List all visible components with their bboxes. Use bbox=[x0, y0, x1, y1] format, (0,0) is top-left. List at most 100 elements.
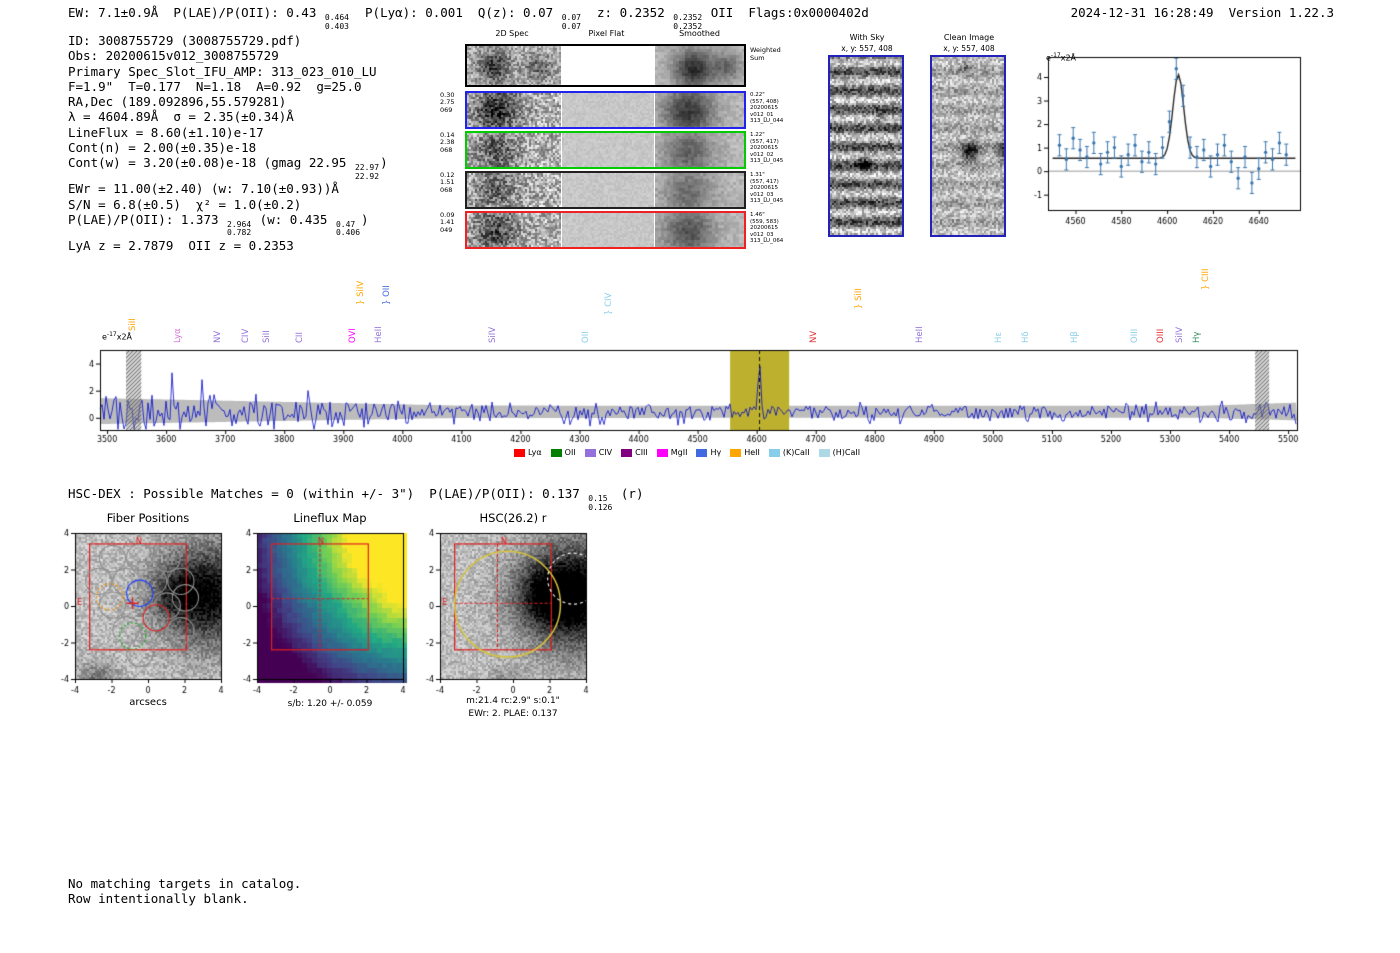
fraction-bottom: 0.406 bbox=[335, 228, 361, 238]
detail-value: (557, 417) bbox=[750, 138, 779, 145]
fraction-top: 0.15 bbox=[588, 494, 608, 503]
fiber-row-details: 1.31" (557, 417) 20200615 v012_03 313_LU_045 bbox=[750, 172, 800, 205]
metric-value: 1.51 bbox=[440, 178, 455, 187]
fraction-range: 0.47 0.406 bbox=[335, 219, 361, 238]
emission-line-label: NV bbox=[213, 330, 224, 343]
info-line: Obs: 20200615v012_3008755729 bbox=[68, 48, 388, 63]
detail-value: 313_LU_045 bbox=[750, 198, 784, 205]
fiber-row-details: 1.46" (559, 583) 20200615 v012_03 313_LU_064 bbox=[750, 212, 800, 245]
fiber-pixel-flat-image bbox=[562, 133, 654, 167]
fiber-2d-spec-image bbox=[467, 173, 561, 207]
detail-value: 313_LU_064 bbox=[750, 238, 784, 245]
detail-value: (557, 417) bbox=[750, 178, 779, 185]
fraction-range: 0.2352 0.2352 bbox=[672, 13, 703, 31]
fiber-positions-title: Fiber Positions bbox=[106, 511, 190, 525]
fraction-range: 0.464 0.403 bbox=[324, 13, 350, 31]
info-line: λ = 4604.89Å σ = 2.35(±0.34)Å bbox=[68, 109, 388, 124]
fraction-bottom: 0.403 bbox=[324, 21, 349, 31]
info-line: Cont(n) = 2.00(±0.35)e-18 bbox=[68, 140, 388, 155]
text-segment: Obs: 20200615v012_3008755729 bbox=[68, 48, 279, 64]
fiber-positions-xlabel: arcsecs bbox=[129, 697, 167, 708]
text-segment: EW: 7.1±0.9Å P(LAE)/P(OII): 0.43 bbox=[68, 5, 324, 20]
metric-value: 0.14 bbox=[440, 131, 455, 139]
hsc-cutout-title: HSC(26.2) r bbox=[479, 511, 547, 525]
metric-value: 2.75 bbox=[440, 98, 455, 107]
detail-value: 313_LU_045 bbox=[750, 158, 784, 165]
text-segment: ID: 3008755729 (3008755729.pdf) bbox=[68, 33, 302, 48]
metric-value: 2.38 bbox=[440, 138, 455, 147]
metric-value: 0.12 bbox=[440, 171, 455, 179]
text-segment: HSC-DEX : Possible Matches = 0 (within +… bbox=[68, 486, 588, 501]
detection-info-block: ID: 3008755729 (3008755729.pdf) Obs: 2020… bbox=[68, 33, 388, 253]
emission-line-label: NV bbox=[808, 330, 819, 343]
legend-label: (H)CaII bbox=[832, 448, 861, 457]
fraction-bottom: 0.126 bbox=[588, 502, 613, 512]
legend-item: (H)CaII bbox=[818, 448, 861, 457]
legend-item: MgII bbox=[656, 448, 688, 457]
metric-value: 069 bbox=[440, 105, 453, 114]
detail-value: 20200615 bbox=[750, 185, 778, 192]
text-segment: Cont(n) = 2.00(±0.35)e-18 bbox=[68, 140, 257, 156]
info-line: ID: 3008755729 (3008755729.pdf) bbox=[68, 33, 388, 48]
hsc-caption-1: m:21.4 rc:2.9" s:0.1" bbox=[466, 696, 560, 706]
legend-item: HeII bbox=[730, 448, 760, 457]
legend-label: OII bbox=[564, 448, 576, 457]
legend-color-swatch bbox=[818, 448, 830, 457]
text-segment: (r) bbox=[613, 486, 644, 501]
column-title-2d-spec: 2D Spec bbox=[495, 29, 529, 38]
legend-item: CIV bbox=[584, 448, 612, 457]
legend-item: Lyα bbox=[513, 448, 542, 457]
detail-value: 20200615 bbox=[750, 145, 778, 152]
legend-color-swatch bbox=[550, 448, 562, 457]
emission-line-label: } CIV bbox=[604, 292, 615, 315]
sum-smoothed-image bbox=[655, 46, 744, 85]
footer-line-2: Row intentionally blank. bbox=[68, 891, 249, 907]
fraction-bottom: 22.92 bbox=[354, 171, 380, 181]
emission-line-label: OII bbox=[580, 331, 591, 343]
emission-line-label: } OII bbox=[382, 285, 393, 305]
detail-value: v012_02 bbox=[750, 151, 774, 158]
text-segment: (w: 0.435 bbox=[252, 211, 335, 227]
fraction-range: 22.97 22.92 bbox=[354, 164, 380, 181]
fraction-top: 0.464 bbox=[324, 13, 349, 22]
legend-item: (K)CaII bbox=[768, 448, 810, 457]
weighted-sum-row bbox=[465, 44, 746, 87]
emission-line-label-row: SiII Lyα NV CIV SiII CII OVI} SiIV HeII} OII SiI… bbox=[62, 260, 1312, 345]
metric-value: 0.09 bbox=[440, 211, 455, 219]
emission-line-label: SiII bbox=[127, 318, 138, 331]
fiber-cutout-row bbox=[465, 131, 746, 169]
text-segment: F=1.9" T=0.177 N=1.18 A=0.92 g=25.0 bbox=[68, 78, 362, 94]
text-segment: LineFlux = 8.60(±1.10)e-17 bbox=[68, 124, 264, 140]
emission-line-label: CII bbox=[294, 332, 305, 343]
emission-line-label: Hβ bbox=[1069, 331, 1080, 343]
legend-label: MgII bbox=[670, 448, 688, 457]
detail-value: 1.31" bbox=[750, 172, 765, 178]
full-spectrum-plot bbox=[62, 345, 1312, 447]
fraction-top: 22.97 bbox=[354, 163, 380, 173]
column-title-pixel-flat: Pixel Flat bbox=[588, 29, 625, 38]
text-segment: ) bbox=[361, 211, 369, 227]
metric-value: 0.30 bbox=[440, 91, 455, 99]
detail-value: 1.22" bbox=[750, 132, 765, 138]
clean-image bbox=[930, 55, 1006, 237]
fiber-pixel-flat-image bbox=[562, 213, 654, 247]
fraction-bottom: 0.782 bbox=[227, 228, 252, 238]
text-segment: LyA z = 2.7879 OII z = 0.2353 bbox=[68, 237, 294, 253]
emission-line-label: HeII bbox=[373, 326, 384, 343]
fraction-range: 0.15 0.126 bbox=[587, 494, 613, 512]
fraction-top: 0.47 bbox=[335, 219, 356, 229]
text-segment: z: 0.2352 bbox=[581, 5, 673, 20]
fraction-bottom: 0.2352 bbox=[673, 21, 703, 31]
emission-line-label: Hε bbox=[993, 332, 1004, 343]
legend-color-swatch bbox=[768, 448, 780, 457]
footer-line-1: No matching targets in catalog. bbox=[68, 876, 302, 891]
legend-color-swatch bbox=[656, 448, 668, 457]
fiber-2d-spec-image bbox=[467, 213, 561, 247]
info-line: P(LAE)/P(OII): 1.373 2.964 0.782 (w: 0.43… bbox=[68, 212, 388, 238]
text-segment: P(LAE)/P(OII): 1.373 bbox=[68, 211, 227, 227]
legend-item: CIII bbox=[621, 448, 648, 457]
fraction-top: 0.2352 bbox=[673, 13, 703, 22]
legend-color-swatch bbox=[696, 448, 708, 457]
detail-value: 20200615 bbox=[750, 225, 778, 232]
